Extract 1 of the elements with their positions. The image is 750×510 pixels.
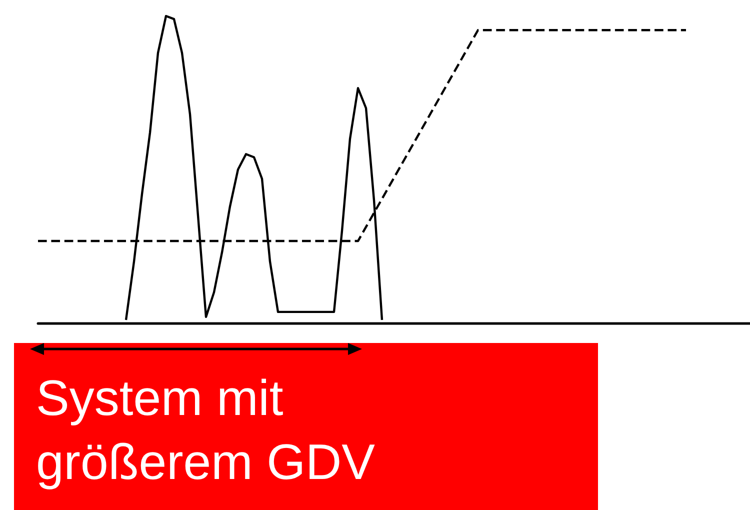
text: System mit größerem GDV [36,369,376,492]
